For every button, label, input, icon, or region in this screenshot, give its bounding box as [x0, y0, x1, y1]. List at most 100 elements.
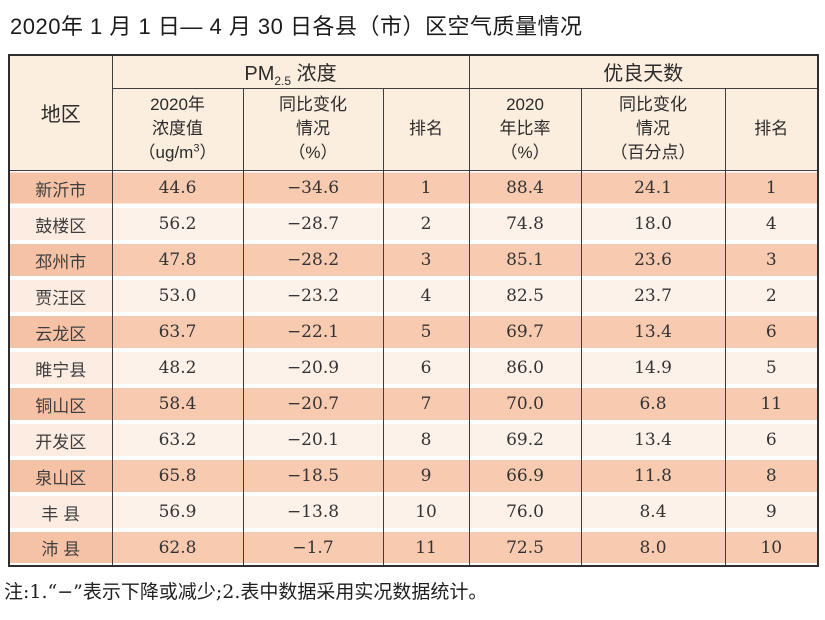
page-title: 2020年 1 月 1 日— 4 月 30 日各县（市）区空气质量情况 — [10, 14, 583, 39]
region-cell: 鼓楼区 — [8, 206, 113, 242]
good-rank-cell: 10 — [724, 530, 819, 566]
table-row: 泉山区 65.8 −18.5 9 66.9 11.8 8 — [8, 458, 819, 494]
good-change-cell: 24.1 — [580, 170, 726, 206]
pm-rank-cell: 11 — [382, 530, 470, 566]
column-header-pm-rank: 排名 — [382, 87, 470, 171]
good-ratio-cell: 86.0 — [468, 350, 582, 386]
footnote: 注:1.“−”表示下降或减少;2.表中数据采用实况数据统计。 — [4, 581, 488, 603]
table-row: 沛 县 62.8 −1.7 11 72.5 8.0 10 — [8, 530, 819, 566]
pm-rank-cell: 7 — [382, 386, 470, 422]
region-cell: 丰 县 — [8, 494, 113, 530]
good-change-cell: 18.0 — [580, 206, 726, 242]
table-row: 新沂市 44.6 −34.6 1 88.4 24.1 1 — [8, 170, 819, 206]
good-change-cell: 13.4 — [580, 314, 726, 350]
table-row: 铜山区 58.4 −20.7 7 70.0 6.8 11 — [8, 386, 819, 422]
column-header-good-rank: 排名 — [724, 87, 819, 171]
column-header-region: 地区 — [8, 54, 113, 171]
good-change-cell: 11.8 — [580, 458, 726, 494]
pm-rank-cell: 5 — [382, 314, 470, 350]
pm-value-cell: 62.8 — [111, 530, 244, 566]
pm-rank-cell: 6 — [382, 350, 470, 386]
good-ratio-cell: 76.0 — [468, 494, 582, 530]
pm-change-cell: −1.7 — [242, 530, 384, 566]
pm-change-cell: −28.7 — [242, 206, 384, 242]
good-rank-cell: 2 — [724, 278, 819, 314]
pm-value-cell: 63.7 — [111, 314, 244, 350]
good-rank-cell: 1 — [724, 170, 819, 206]
good-ratio-cell: 66.9 — [468, 458, 582, 494]
good-ratio-cell: 74.8 — [468, 206, 582, 242]
column-header-good-change: 同比变化 情况 （百分点） — [580, 87, 726, 171]
pm-rank-cell: 1 — [382, 170, 470, 206]
pm-value-cell: 44.6 — [111, 170, 244, 206]
column-header-pm-value: 2020年 浓度值 （ug/m3） — [111, 87, 244, 171]
region-cell: 开发区 — [8, 422, 113, 458]
good-ratio-cell: 69.7 — [468, 314, 582, 350]
good-rank-cell: 4 — [724, 206, 819, 242]
pm-value-cell: 58.4 — [111, 386, 244, 422]
pm-change-cell: −20.1 — [242, 422, 384, 458]
pm-change-cell: −20.7 — [242, 386, 384, 422]
pm25-subscript: 2.5 — [274, 74, 292, 89]
good-change-cell: 8.0 — [580, 530, 726, 566]
region-cell: 邳州市 — [8, 242, 113, 278]
region-cell: 新沂市 — [8, 170, 113, 206]
table-row: 云龙区 63.7 −22.1 5 69.7 13.4 6 — [8, 314, 819, 350]
pm-value-cell: 63.2 — [111, 422, 244, 458]
good-change-cell: 14.9 — [580, 350, 726, 386]
region-cell: 铜山区 — [8, 386, 113, 422]
good-rank-cell: 11 — [724, 386, 819, 422]
pm-rank-cell: 4 — [382, 278, 470, 314]
pm-value-cell: 65.8 — [111, 458, 244, 494]
air-quality-table: 地区 PM2.5 浓度 优良天数 2020年 浓度值 （ug/m3） 同比变化 … — [8, 54, 820, 567]
pm-change-cell: −28.2 — [242, 242, 384, 278]
region-cell: 云龙区 — [8, 314, 113, 350]
pm-rank-cell: 9 — [382, 458, 470, 494]
table-row: 贾汪区 53.0 −23.2 4 82.5 23.7 2 — [8, 278, 819, 314]
pm-change-cell: −18.5 — [242, 458, 384, 494]
region-cell: 睢宁县 — [8, 350, 113, 386]
pm-rank-cell: 10 — [382, 494, 470, 530]
pm-change-cell: −13.8 — [242, 494, 384, 530]
good-ratio-cell: 72.5 — [468, 530, 582, 566]
good-rank-cell: 6 — [724, 422, 819, 458]
good-rank-cell: 3 — [724, 242, 819, 278]
pm-rank-cell: 3 — [382, 242, 470, 278]
table-row: 丰 县 56.9 −13.8 10 76.0 8.4 9 — [8, 494, 819, 530]
pm-change-cell: −22.1 — [242, 314, 384, 350]
table-body: 新沂市 44.6 −34.6 1 88.4 24.1 1 鼓楼区 56.2 −28.7 2 74.8 1… — [8, 170, 819, 566]
pm-rank-cell: 2 — [382, 206, 470, 242]
table-header: 地区 PM2.5 浓度 优良天数 2020年 浓度值 （ug/m3） 同比变化 … — [8, 54, 819, 171]
table-row: 睢宁县 48.2 −20.9 6 86.0 14.9 5 — [8, 350, 819, 386]
pm-change-cell: −23.2 — [242, 278, 384, 314]
column-header-pm-change: 同比变化 情况 （%） — [242, 87, 384, 171]
pm-value-cell: 56.2 — [111, 206, 244, 242]
good-change-cell: 8.4 — [580, 494, 726, 530]
good-ratio-cell: 82.5 — [468, 278, 582, 314]
region-cell: 沛 县 — [8, 530, 113, 566]
column-header-good-ratio: 2020 年比率 （%） — [468, 87, 582, 171]
table-row: 邳州市 47.8 −28.2 3 85.1 23.6 3 — [8, 242, 819, 278]
table-row: 开发区 63.2 −20.1 8 69.2 13.4 6 — [8, 422, 819, 458]
column-group-pm25: PM2.5 浓度 — [111, 54, 470, 89]
pm-change-cell: −34.6 — [242, 170, 384, 206]
good-ratio-cell: 85.1 — [468, 242, 582, 278]
good-ratio-cell: 69.2 — [468, 422, 582, 458]
good-ratio-cell: 88.4 — [468, 170, 582, 206]
column-group-good-days: 优良天数 — [468, 54, 819, 89]
good-change-cell: 23.7 — [580, 278, 726, 314]
good-change-cell: 13.4 — [580, 422, 726, 458]
region-cell: 贾汪区 — [8, 278, 113, 314]
good-change-cell: 6.8 — [580, 386, 726, 422]
region-cell: 泉山区 — [8, 458, 113, 494]
good-rank-cell: 6 — [724, 314, 819, 350]
pm-value-cell: 48.2 — [111, 350, 244, 386]
good-rank-cell: 8 — [724, 458, 819, 494]
pm-value-cell: 53.0 — [111, 278, 244, 314]
good-rank-cell: 9 — [724, 494, 819, 530]
table-row: 鼓楼区 56.2 −28.7 2 74.8 18.0 4 — [8, 206, 819, 242]
pm-value-cell: 47.8 — [111, 242, 244, 278]
pm-rank-cell: 8 — [382, 422, 470, 458]
pm-change-cell: −20.9 — [242, 350, 384, 386]
pm-value-cell: 56.9 — [111, 494, 244, 530]
